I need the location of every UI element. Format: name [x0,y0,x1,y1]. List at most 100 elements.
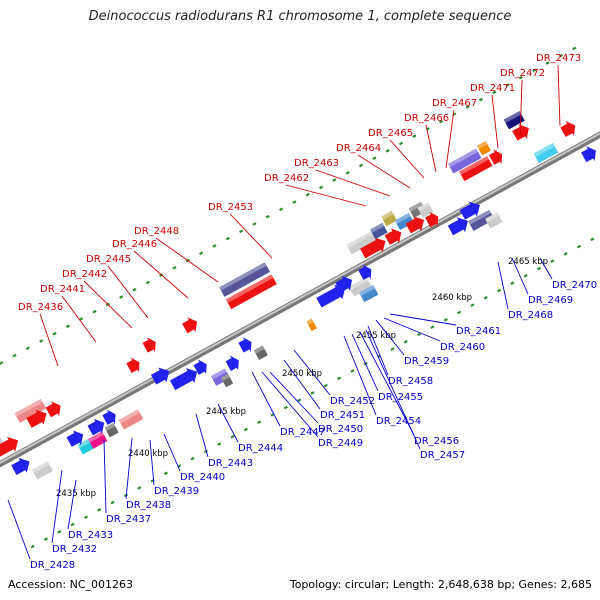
gene-box [359,284,379,303]
leader-line-up [285,184,367,207]
gene-feature [118,409,144,430]
gene-feature [169,368,198,391]
gene-box [394,212,415,231]
gene-label-down: DR_2459 [404,356,449,367]
gene-label-up: DR_2453 [208,202,253,213]
scale-tick-lower [297,398,302,403]
scale-label: 2460 kbp [432,293,472,303]
gene-box-shine [459,156,490,175]
gene-box [210,368,231,386]
gene-arrow [384,228,402,245]
gene-label-up: DR_2464 [336,143,381,154]
gene-box-shine [253,345,265,354]
gene-feature [238,337,252,353]
leader-line-down [251,371,281,427]
gene-box [31,461,54,480]
scale-tick-upper [52,331,57,336]
gene-feature [417,202,434,218]
gene-feature [14,398,47,423]
gene-feature [384,228,402,245]
scale-tick-upper [358,163,364,168]
scale-label: 2435 kbp [56,489,96,499]
scale-label: 2440 kbp [128,449,168,459]
gene-arrow [66,430,84,447]
scale-tick-upper [212,244,217,248]
scale-tick-upper [39,339,44,343]
gene-box [220,373,234,388]
scale-tick-upper [572,46,577,51]
scale-tick-lower [217,442,222,446]
gene-feature [346,230,379,255]
scale-tick-lower [550,259,555,264]
gene-box-shine [219,262,267,291]
scale-tick-upper [65,324,70,329]
gene-feature [66,430,84,447]
gene-label-up: DR_2473 [536,53,581,64]
scale-tick-lower [403,339,408,344]
gene-arrow [169,368,198,391]
gene-label-down: DR_2469 [528,295,573,306]
gene-box-shine [408,201,423,212]
gene-feature [485,212,503,229]
scale-tick-lower [536,266,542,271]
gene-arrow [425,211,439,228]
gene-feature [348,277,372,297]
gene-box [14,398,47,423]
gene-label-up: DR_2436 [18,302,63,313]
gene-box-shine [210,368,227,380]
scale-tick-lower [323,383,328,388]
sequence-summary-text: Topology: circular; Length: 2,648,638 bp… [289,578,592,591]
gene-box [468,209,495,231]
gene-label-down: DR_2460 [440,342,485,353]
scale-tick-upper [438,119,444,124]
scale-label: 2445 kbp [206,407,246,417]
gene-feature [581,146,596,163]
gene-box [417,202,434,218]
gene-arrow [102,409,116,425]
gene-label-down: DR_2452 [330,396,375,407]
scale-tick-upper [465,105,470,109]
gene-arrow [45,401,61,418]
gene-feature [503,111,525,130]
gene-feature [405,216,425,234]
leader-line-up [425,124,437,173]
scale-tick-upper [79,317,84,321]
gene-feature [381,210,398,227]
leader-line-down [367,325,389,376]
gene-label-up: DR_2448 [134,226,179,237]
scale-tick-lower [430,325,435,329]
scale-tick-upper [119,295,124,299]
gene-box-shine [306,318,314,325]
leader-line-down [359,331,415,436]
gene-arrow [459,201,480,220]
scale-tick-lower [203,449,208,454]
scale-tick-upper [92,309,97,314]
gene-label-down: DR_2470 [552,280,597,291]
scale-tick-lower [230,434,235,439]
scale-tick-lower [483,296,488,300]
gene-box [104,422,119,438]
scale-tick-lower [470,303,475,307]
scale-tick-upper [345,170,350,175]
scale-tick-upper [385,149,390,153]
gene-feature [468,209,495,231]
scale-tick-upper [518,75,524,80]
leader-line-down [343,335,377,416]
gene-label-down: DR_2458 [388,376,433,387]
leader-line-down [365,329,421,450]
gene-feature [31,461,54,480]
gene-feature [210,368,231,386]
chromosome-backbone-highlight [0,132,600,464]
gene-box [253,345,268,361]
gene-feature [306,318,317,332]
gene-box-shine [104,422,116,432]
scale-tick-lower [43,537,49,541]
leader-line-up [445,109,455,169]
gene-box-shine [394,212,411,224]
gene-label-down: DR_2444 [238,443,283,454]
gene-feature [220,373,234,388]
leader-line-up [557,64,561,127]
gene-arrow [447,217,468,236]
scale-tick-upper [372,156,377,160]
gene-box-shine [468,209,492,225]
